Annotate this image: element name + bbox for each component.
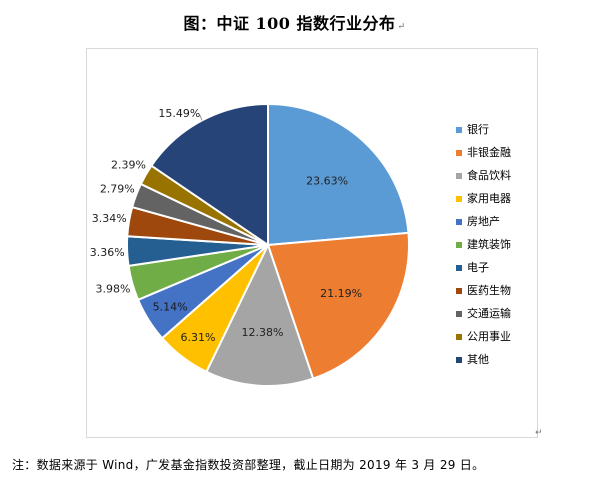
legend-label: 食品饮料	[467, 169, 511, 182]
legend-label: 医药生物	[467, 284, 511, 297]
legend-swatch	[456, 333, 462, 340]
data-label-3: 12.38%	[242, 326, 284, 339]
legend-item-1: 银行	[456, 118, 511, 141]
legend-swatch	[456, 218, 462, 225]
legend-label: 银行	[467, 123, 489, 136]
legend-item-2: 非银金融	[456, 141, 511, 164]
data-label-8: 3.34%	[92, 212, 127, 225]
legend-swatch	[456, 287, 462, 294]
legend-swatch	[456, 172, 462, 179]
legend-item-3: 食品饮料	[456, 164, 511, 187]
return-mark-icon: ↵	[535, 428, 543, 438]
data-label-11: 15.49%	[158, 107, 200, 120]
legend-item-10: 公用事业	[456, 325, 511, 348]
legend-label: 公用事业	[467, 330, 511, 343]
legend-label: 非银金融	[467, 146, 511, 159]
legend-swatch	[456, 356, 462, 363]
legend-label: 交通运输	[467, 307, 511, 320]
legend-label: 建筑装饰	[467, 238, 511, 251]
legend-label: 家用电器	[467, 192, 511, 205]
pie-slice-2	[266, 231, 410, 380]
data-label-5: 5.14%	[153, 301, 188, 314]
legend-swatch	[456, 149, 462, 156]
legend-item-5: 房地产	[456, 210, 511, 233]
return-mark-icon: ↵	[397, 22, 406, 32]
pie-slice-1	[267, 102, 410, 247]
legend-swatch	[456, 195, 462, 202]
data-label-1: 23.63%	[306, 175, 348, 188]
pie-slice-3	[205, 242, 315, 388]
legend-label: 房地产	[467, 215, 500, 228]
legend-swatch	[456, 264, 462, 271]
legend-item-11: 其他	[456, 348, 511, 371]
data-label-10: 2.39%	[111, 159, 146, 172]
data-label-9: 2.79%	[100, 182, 135, 195]
legend-item-9: 交通运输	[456, 302, 511, 325]
legend-item-4: 家用电器	[456, 187, 511, 210]
legend-label: 其他	[467, 353, 489, 366]
legend-item-8: 医药生物	[456, 279, 511, 302]
chart-title-text: 图：中证 100 指数行业分布	[183, 14, 396, 33]
legend-label: 电子	[467, 261, 489, 274]
leader-line	[198, 113, 203, 121]
legend-swatch	[456, 126, 462, 133]
data-label-7: 3.36%	[90, 246, 125, 259]
legend-swatch	[456, 310, 462, 317]
data-label-4: 6.31%	[181, 331, 216, 344]
legend-item-6: 建筑装饰	[456, 233, 511, 256]
data-label-6: 3.98%	[96, 283, 131, 296]
chart-title: 图：中证 100 指数行业分布 ↵	[0, 10, 589, 34]
source-note: 注：数据来源于 Wind，广发基金指数投资部整理，截止日期为 2019 年 3 …	[12, 458, 485, 472]
legend-swatch	[456, 241, 462, 248]
data-label-2: 21.19%	[320, 287, 362, 300]
chart-legend: 银行非银金融食品饮料家用电器房地产建筑装饰电子医药生物交通运输公用事业其他	[456, 118, 511, 371]
legend-item-7: 电子	[456, 256, 511, 279]
